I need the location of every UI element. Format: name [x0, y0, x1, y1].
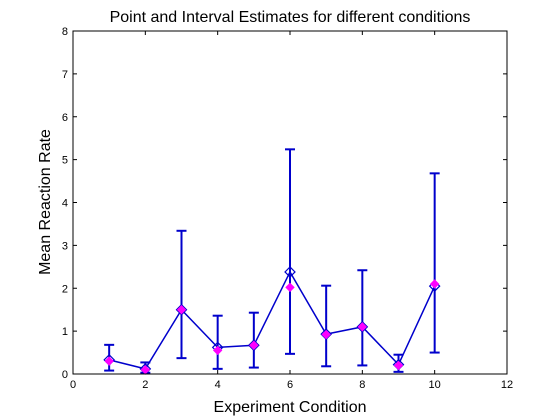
x-tick-label: 2: [142, 379, 148, 391]
y-tick-label: 3: [62, 240, 68, 252]
point-estimate-marker: [285, 282, 295, 293]
y-tick-label: 1: [62, 326, 68, 338]
x-tick-label: 4: [215, 379, 221, 391]
chart-title: Point and Interval Estimates for differe…: [110, 9, 471, 26]
x-axis-label: Experiment Condition: [214, 399, 367, 416]
estimate-marker: [175, 303, 188, 316]
y-tick-label: 8: [62, 26, 68, 38]
series-line: [108, 270, 436, 370]
x-tick-label: 8: [359, 379, 365, 391]
y-tick-label: 7: [62, 69, 68, 81]
x-tick-label: 0: [70, 379, 76, 391]
y-tick-label: 4: [62, 198, 68, 210]
y-axis-label: Mean Reaction Rate: [37, 129, 54, 275]
point-estimate-marker: [249, 340, 259, 350]
x-tick-label: 10: [429, 379, 441, 391]
series-lines: [108, 270, 436, 370]
point-estimate-marker: [212, 345, 223, 356]
y-tick-label: 2: [62, 283, 68, 295]
x-tick-label: 12: [501, 379, 513, 391]
point-estimate-marker: [321, 329, 331, 340]
point-estimate-marker: [104, 356, 114, 366]
estimate-marker: [247, 339, 260, 352]
estimate-marker: [284, 266, 296, 278]
y-tick-label: 5: [62, 155, 68, 167]
estimate-marker: [356, 320, 369, 333]
point-estimate-marker: [176, 304, 187, 315]
y-tick-label: 6: [62, 112, 68, 124]
point-estimate-marker: [429, 279, 440, 289]
plot-frame: [72, 30, 508, 375]
y-tick-label: 0: [62, 369, 68, 381]
point-estimate-marker: [393, 360, 404, 371]
point-estimate-marker: [357, 322, 368, 332]
data-points: [103, 266, 441, 375]
x-tick-label: 6: [287, 379, 293, 391]
